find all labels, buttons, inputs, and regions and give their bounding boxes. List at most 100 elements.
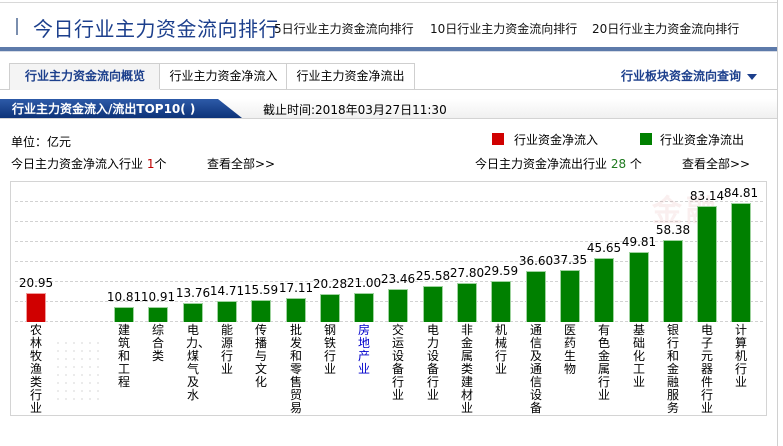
bar-outflow[interactable] <box>286 298 306 322</box>
container-right-border <box>777 0 778 446</box>
bar-value-label: 13.76 <box>175 286 211 300</box>
bar-value-label: 29.59 <box>483 264 519 278</box>
bar-outflow[interactable] <box>526 271 546 322</box>
title-bar: 今日行业主力资金流向排行 5日行业主力资金流向排行 10日行业主力资金流向排行 … <box>0 10 777 46</box>
bar-outflow[interactable] <box>491 281 511 322</box>
legend-outflow: 行业资金净流出 <box>640 131 744 148</box>
bar-outflow[interactable] <box>731 203 751 322</box>
bar-value-label: 49.81 <box>621 235 657 249</box>
bar-inflow[interactable] <box>26 293 46 322</box>
bar-value-label: 36.60 <box>518 254 554 268</box>
bar-outflow[interactable] <box>251 300 271 322</box>
bar-outflow[interactable] <box>217 301 237 322</box>
tab-net-inflow[interactable]: 行业主力资金净流入 <box>159 63 288 89</box>
category-label: 综合类 <box>151 323 164 363</box>
legend-outflow-label: 行业资金净流出 <box>660 133 745 147</box>
bar-outflow[interactable] <box>560 270 580 322</box>
bar-outflow[interactable] <box>663 240 683 322</box>
bar-value-label: 23.46 <box>380 272 416 286</box>
gridline <box>15 201 763 202</box>
bar-outflow[interactable] <box>183 303 203 322</box>
title-divider-shadow <box>0 51 777 52</box>
view-all-inflow-link[interactable]: 查看全部>> <box>207 157 276 171</box>
title-accent-bar <box>16 18 18 35</box>
deadline-time: 截止时间:2018年03月27日11:30 <box>263 103 447 117</box>
bar-value-label: 84.81 <box>723 186 759 200</box>
bar-outflow[interactable] <box>457 283 477 322</box>
category-label: 建筑和工程 <box>117 323 130 389</box>
tab-net-outflow[interactable]: 行业主力资金净流出 <box>286 63 415 89</box>
category-label: 有色金属行业 <box>597 323 610 402</box>
gridline <box>15 221 763 222</box>
bar-outflow[interactable] <box>594 258 614 322</box>
bar-outflow[interactable] <box>423 286 443 322</box>
bar-value-label: 10.91 <box>140 290 176 304</box>
page-title: 今日行业主力资金流向排行 <box>33 17 279 41</box>
category-label: 医药生物 <box>563 323 576 376</box>
outflow-count: 28 <box>610 157 627 171</box>
section-header: 行业主力资金流入/流出TOP10( ) 截止时间:2018年03月27日11:3… <box>0 99 777 119</box>
top-border <box>0 2 778 3</box>
category-label: 机械行业 <box>494 323 507 376</box>
bar-outflow[interactable] <box>148 307 168 322</box>
bar-value-label: 27.80 <box>449 266 485 280</box>
bar-value-label: 45.65 <box>586 241 622 255</box>
link-10day-ranking[interactable]: 10日行业主力资金流向排行 <box>430 22 578 36</box>
bar-value-label: 15.59 <box>243 283 279 297</box>
inflow-suffix: 个 <box>154 157 167 171</box>
bar-outflow[interactable] <box>629 252 649 322</box>
section-header-tab <box>0 99 242 118</box>
bar-value-label: 83.14 <box>689 189 725 203</box>
category-label: 电力设备行业 <box>426 323 439 402</box>
gridline <box>15 241 763 242</box>
legend-inflow-swatch <box>492 133 504 145</box>
category-label: 农林牧渔类行业 <box>29 323 42 415</box>
query-link-label: 行业板块资金流向查询 <box>620 69 741 83</box>
bar-value-label: 17.11 <box>278 281 314 295</box>
legend-inflow-label: 行业资金净流入 <box>514 133 599 147</box>
bar-value-label: 37.35 <box>552 253 588 267</box>
category-label: 通信及通信设备 <box>529 323 542 415</box>
category-label: 银行和金融服务 <box>666 323 679 415</box>
legend-inflow: 行业资金净流入 <box>492 131 598 148</box>
category-label[interactable]: 房地产业 <box>357 323 370 376</box>
category-label: 钢铁行业 <box>323 323 336 376</box>
bar-value-label: 10.81 <box>106 290 142 304</box>
bar-outflow[interactable] <box>320 294 340 322</box>
bar-outflow[interactable] <box>697 206 717 322</box>
section-title: 行业主力资金流入/流出TOP10( ) <box>12 102 196 116</box>
bar-value-label: 58.38 <box>655 223 691 237</box>
tab-bar: 行业主力资金流向概览 行业主力资金净流入 行业主力资金净流出 行业板块资金流向查… <box>0 63 777 90</box>
outflow-suffix: 个 <box>626 157 642 171</box>
category-label: 交运设备行业 <box>391 323 404 402</box>
empty-placeholder-dots <box>54 339 102 401</box>
category-label: 电子元器件行业 <box>700 323 713 415</box>
sector-flow-query-dropdown[interactable]: 行业板块资金流向查询 <box>621 67 757 84</box>
link-5day-ranking[interactable]: 5日行业主力资金流向排行 <box>274 22 414 36</box>
gridline <box>15 281 763 282</box>
unit-label: 单位：亿元 <box>11 135 72 149</box>
view-all-outflow-link[interactable]: 查看全部>> <box>682 157 751 171</box>
bar-value-label: 20.28 <box>312 277 348 291</box>
tab-overview[interactable]: 行业主力资金流向概览 <box>9 63 161 90</box>
inflow-count-text: 今日主力资金净流入行业 1个 <box>11 155 166 172</box>
title-divider <box>0 47 777 51</box>
outflow-count-text: 今日主力资金净流出行业 28 个 <box>475 155 642 172</box>
inflow-prefix: 今日主力资金净流入行业 <box>11 157 147 171</box>
bar-value-label: 25.58 <box>415 269 451 283</box>
category-label: 电力、煤气及水 <box>186 323 211 402</box>
gridline <box>15 261 763 262</box>
chevron-down-icon <box>747 73 757 80</box>
outflow-prefix: 今日主力资金净流出行业 <box>475 157 611 171</box>
bar-outflow[interactable] <box>114 307 134 322</box>
link-20day-ranking[interactable]: 20日行业主力资金流向排行 <box>592 22 740 36</box>
inflow-count: 1 <box>146 157 155 171</box>
bar-outflow[interactable] <box>354 293 374 322</box>
category-label: 非金属类建材业 <box>460 323 473 415</box>
bar-value-label: 21.00 <box>346 276 382 290</box>
bar-value-label: 20.95 <box>18 276 54 290</box>
bar-outflow[interactable] <box>388 289 408 322</box>
bar-value-label: 14.71 <box>209 284 245 298</box>
category-label: 传播与文化 <box>254 323 267 389</box>
category-label: 批发和零售贸易 <box>289 323 302 415</box>
